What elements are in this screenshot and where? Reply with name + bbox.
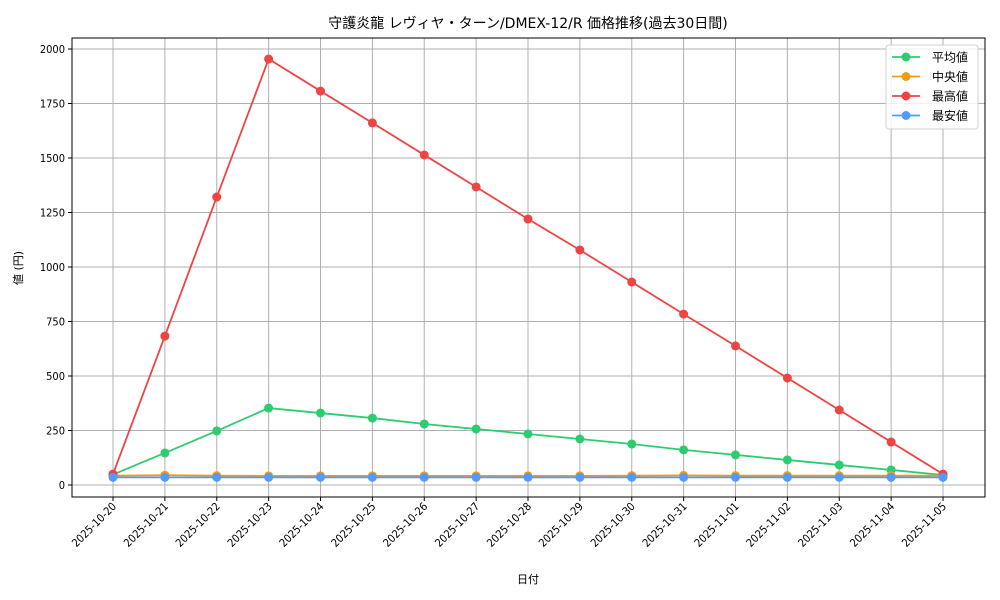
chart-title: 守護炎龍 レヴィヤ・ターン/DMEX-12/R 価格推移(過去30日間) bbox=[328, 15, 728, 32]
x-axis-ticks: 2025-10-20 2025-10-21 2025-10-22 2025-10-23… bbox=[69, 497, 949, 550]
series-最安値 bbox=[108, 472, 948, 482]
y-tick-label: 1500 bbox=[40, 152, 65, 165]
data-point bbox=[471, 182, 481, 192]
data-point bbox=[471, 424, 481, 434]
data-point bbox=[575, 434, 585, 444]
y-tick-label: 1250 bbox=[40, 207, 65, 220]
data-point bbox=[782, 472, 792, 482]
data-point bbox=[419, 419, 429, 429]
x-tick-label: 2025-11-02 bbox=[744, 500, 794, 550]
data-point bbox=[627, 439, 637, 449]
y-tick-label: 500 bbox=[46, 370, 65, 383]
y-tick-label: 2000 bbox=[40, 43, 65, 56]
x-tick-label: 2025-11-03 bbox=[796, 500, 846, 550]
legend-label: 最高値 bbox=[932, 89, 968, 104]
data-point bbox=[367, 413, 377, 423]
data-point bbox=[316, 86, 325, 96]
data-point bbox=[886, 437, 896, 447]
legend-item: 最高値 bbox=[892, 89, 968, 104]
data-point bbox=[264, 472, 274, 482]
legend-label: 最安値 bbox=[932, 108, 968, 123]
x-tick-label: 2025-11-04 bbox=[847, 500, 897, 550]
data-point bbox=[731, 450, 740, 460]
x-tick-label: 2025-10-23 bbox=[225, 500, 275, 550]
x-tick-label: 2025-10-27 bbox=[432, 500, 482, 550]
legend-box bbox=[885, 44, 979, 130]
legend-marker-icon bbox=[901, 111, 911, 120]
data-point bbox=[419, 150, 429, 160]
x-tick-label: 2025-10-26 bbox=[381, 500, 431, 550]
y-tick-label: 0 bbox=[59, 479, 65, 492]
data-point bbox=[782, 455, 792, 465]
data-point bbox=[264, 54, 274, 64]
x-tick-label: 2025-11-01 bbox=[692, 500, 742, 550]
x-tick-label: 2025-10-20 bbox=[69, 500, 119, 550]
y-tick-label: 250 bbox=[46, 425, 65, 438]
legend-item: 平均値 bbox=[892, 50, 968, 65]
legend-marker-icon bbox=[901, 91, 911, 101]
data-series bbox=[108, 54, 948, 482]
x-tick-label: 2025-11-05 bbox=[899, 500, 949, 550]
data-point bbox=[523, 472, 533, 482]
data-point bbox=[679, 445, 689, 455]
x-tick-label: 2025-10-28 bbox=[484, 500, 534, 550]
legend-label: 中央値 bbox=[932, 69, 968, 84]
x-tick-label: 2025-10-21 bbox=[121, 500, 171, 550]
legend-item: 最安値 bbox=[892, 108, 968, 123]
data-point bbox=[316, 472, 325, 482]
y-axis-label: 値 (円) bbox=[12, 251, 25, 285]
data-point bbox=[575, 245, 585, 255]
grid-lines bbox=[72, 38, 985, 497]
data-point bbox=[160, 331, 170, 341]
data-point bbox=[627, 472, 637, 482]
data-point bbox=[938, 472, 948, 482]
legend-marker-icon bbox=[901, 52, 911, 62]
y-tick-label: 1000 bbox=[40, 261, 65, 274]
data-point bbox=[679, 309, 689, 319]
x-tick-label: 2025-10-25 bbox=[329, 500, 379, 550]
data-point bbox=[316, 408, 325, 418]
data-point bbox=[886, 472, 896, 482]
x-tick-label: 2025-10-29 bbox=[536, 500, 586, 550]
data-point bbox=[731, 472, 740, 482]
data-point bbox=[160, 472, 170, 482]
data-point bbox=[679, 472, 689, 482]
data-point bbox=[834, 405, 844, 415]
series-平均値 bbox=[108, 403, 948, 480]
data-point bbox=[834, 460, 844, 470]
data-point bbox=[523, 214, 533, 224]
x-tick-label: 2025-10-30 bbox=[588, 500, 638, 550]
legend-marker-icon bbox=[901, 72, 911, 81]
data-point bbox=[264, 403, 274, 413]
x-tick-label: 2025-10-31 bbox=[640, 500, 690, 550]
y-axis-ticks: 0 250 500 750 1000 1250 1500 1750 2000 bbox=[40, 43, 72, 492]
data-point bbox=[834, 472, 844, 482]
x-axis-label: 日付 bbox=[517, 573, 539, 586]
data-point bbox=[212, 472, 222, 482]
data-point bbox=[367, 472, 377, 482]
data-point bbox=[575, 472, 585, 482]
data-point bbox=[212, 192, 222, 202]
x-tick-label: 2025-10-24 bbox=[277, 500, 327, 550]
x-tick-label: 2025-10-22 bbox=[173, 500, 223, 550]
data-point bbox=[160, 448, 170, 458]
data-point bbox=[367, 118, 377, 128]
y-tick-label: 750 bbox=[46, 316, 65, 329]
y-tick-label: 1750 bbox=[40, 98, 65, 111]
data-point bbox=[731, 341, 740, 351]
data-point bbox=[419, 472, 429, 482]
legend-label: 平均値 bbox=[932, 50, 968, 65]
data-point bbox=[523, 429, 533, 439]
data-point bbox=[212, 426, 222, 436]
legend-item: 中央値 bbox=[892, 69, 968, 84]
data-point bbox=[782, 373, 792, 383]
data-point bbox=[108, 472, 118, 482]
data-point bbox=[471, 472, 481, 482]
data-point bbox=[627, 277, 637, 287]
